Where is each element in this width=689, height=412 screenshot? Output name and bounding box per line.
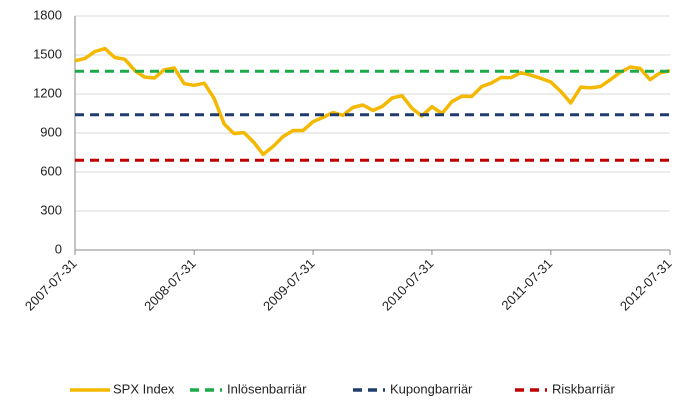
series-line <box>74 46 671 157</box>
y-tick-label: 900 <box>40 124 62 139</box>
legend-label: SPX Index <box>113 381 175 396</box>
x-tick-label: 2011-07-31 <box>498 256 555 313</box>
y-tick-label: 600 <box>40 163 62 178</box>
x-tick-label: 2008-07-31 <box>141 256 199 314</box>
x-tick-label: 2012-07-31 <box>617 256 675 314</box>
x-tick-label: 2010-07-31 <box>379 256 437 314</box>
y-tick-label: 1200 <box>33 85 62 100</box>
y-tick-label: 300 <box>40 202 62 217</box>
x-tick-label: 2007-07-31 <box>22 256 80 314</box>
y-tick-label: 0 <box>55 241 62 256</box>
y-tick-label: 1800 <box>33 7 62 22</box>
y-tick-label: 1500 <box>33 46 62 61</box>
legend-label: Kupongbarriär <box>390 381 473 396</box>
legend-label: Inlösenbarriär <box>227 381 307 396</box>
legend-label: Riskbarriär <box>552 381 616 396</box>
x-tick-label: 2009-07-31 <box>260 256 318 314</box>
